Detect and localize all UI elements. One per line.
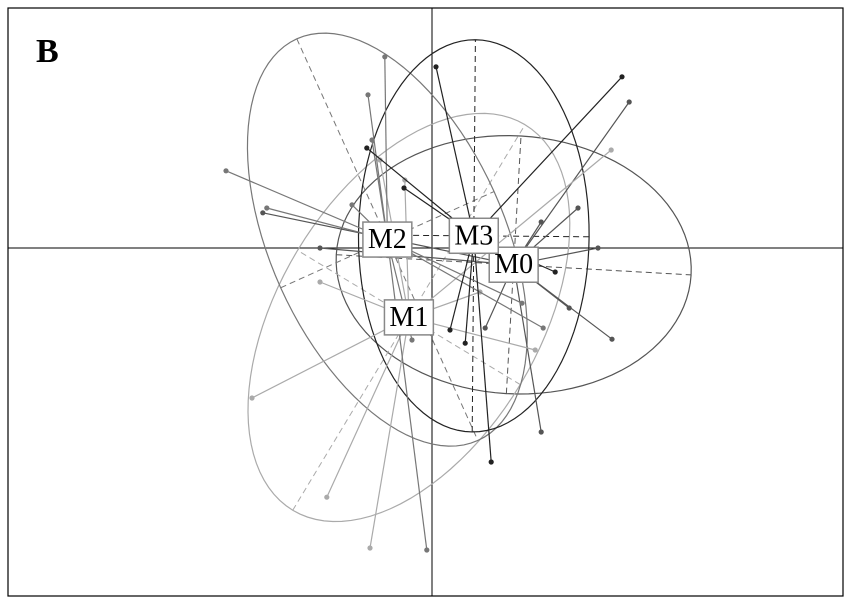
star-line — [408, 149, 612, 318]
point — [462, 340, 468, 346]
point — [382, 54, 388, 60]
point — [538, 429, 544, 435]
point — [349, 202, 355, 208]
point — [532, 347, 538, 353]
point — [595, 245, 601, 251]
point — [317, 279, 323, 285]
point — [317, 245, 323, 251]
label-box — [383, 299, 435, 336]
point — [367, 545, 373, 551]
point — [566, 305, 572, 311]
label-text: M0 — [494, 249, 533, 280]
point — [609, 336, 615, 342]
ellipse-axis — [471, 39, 476, 432]
group-label: M3 — [448, 217, 500, 255]
label-text: M1 — [389, 302, 428, 333]
star-line — [473, 76, 623, 237]
point — [249, 395, 255, 401]
point — [626, 99, 632, 105]
point — [369, 137, 375, 143]
point — [223, 168, 229, 174]
group-label: M1 — [383, 299, 435, 336]
ellipse-axis — [280, 191, 495, 289]
point — [409, 337, 415, 343]
chart-title: B — [36, 33, 59, 70]
label-box — [362, 221, 413, 258]
point — [608, 147, 614, 153]
point — [575, 205, 581, 211]
point — [365, 92, 371, 98]
star-line — [387, 239, 544, 329]
point — [488, 459, 494, 465]
star-line — [251, 316, 410, 399]
ellipse-axis — [505, 135, 522, 394]
point — [424, 547, 430, 553]
label-text: M3 — [454, 220, 493, 251]
plot: M0 M1 M2 M3 — [8, 8, 843, 596]
label-text: M2 — [368, 224, 407, 255]
point — [482, 325, 488, 331]
label-box — [448, 217, 500, 255]
star-line — [473, 235, 492, 463]
star-line — [384, 56, 388, 240]
point — [264, 205, 270, 211]
star-line — [225, 170, 388, 241]
point — [377, 157, 383, 163]
star-line — [326, 317, 410, 498]
point — [538, 219, 544, 225]
point — [540, 325, 546, 331]
point — [619, 74, 625, 80]
point — [433, 64, 439, 70]
point — [519, 300, 525, 306]
star-line — [386, 239, 428, 551]
star-line — [435, 66, 475, 236]
point — [260, 210, 266, 216]
point — [552, 269, 558, 275]
point — [401, 185, 407, 191]
group-label: M2 — [362, 221, 413, 258]
point — [447, 327, 453, 333]
point — [324, 494, 330, 500]
point — [364, 145, 370, 151]
